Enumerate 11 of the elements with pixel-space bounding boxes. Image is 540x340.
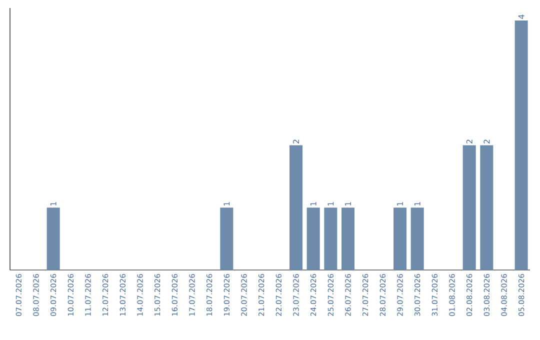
- data-label: 1: [50, 202, 56, 206]
- data-label: 1: [224, 202, 230, 206]
- data-label: 2: [293, 140, 299, 144]
- data-label: 1: [345, 202, 351, 206]
- data-label: 4: [518, 14, 524, 19]
- data-label: 1: [328, 202, 334, 206]
- data-label: 1: [397, 202, 403, 206]
- data-label: 1: [414, 202, 420, 206]
- data-label: 1: [310, 202, 316, 206]
- data-label: 2: [466, 140, 472, 144]
- data-label: 2: [484, 140, 490, 144]
